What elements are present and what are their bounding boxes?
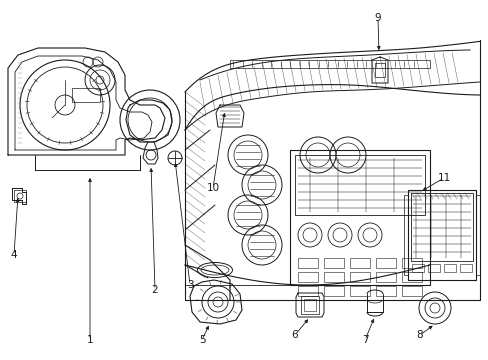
Bar [324,286,343,296]
Bar [324,258,343,268]
Bar [349,286,369,296]
Bar [401,286,421,296]
Bar [324,272,343,282]
Text: 10: 10 [206,183,219,193]
Bar [375,258,395,268]
Bar [374,63,384,77]
Bar [375,286,395,296]
Text: 11: 11 [436,173,450,183]
Bar [304,299,315,311]
Bar [407,190,475,280]
Text: 7: 7 [361,335,367,345]
Bar [14,190,26,202]
Text: 6: 6 [291,330,298,340]
Bar [427,264,439,272]
Bar [401,272,421,282]
Bar [301,296,318,314]
Bar [349,258,369,268]
Bar [349,272,369,282]
Bar [459,264,471,272]
Text: 8: 8 [416,330,423,340]
Bar [289,150,429,285]
Bar [411,264,423,272]
Text: 1: 1 [86,335,93,345]
Text: 2: 2 [151,285,158,295]
Bar [375,272,395,282]
Bar [294,155,424,215]
Text: 5: 5 [198,335,205,345]
Bar [297,272,317,282]
Bar [229,60,429,68]
Text: 3: 3 [186,280,193,290]
Bar [443,264,455,272]
Text: 4: 4 [11,250,17,260]
Bar [410,193,472,261]
Bar [401,258,421,268]
Bar [297,286,317,296]
Text: 9: 9 [374,13,381,23]
Bar [72,88,100,102]
Bar [297,258,317,268]
